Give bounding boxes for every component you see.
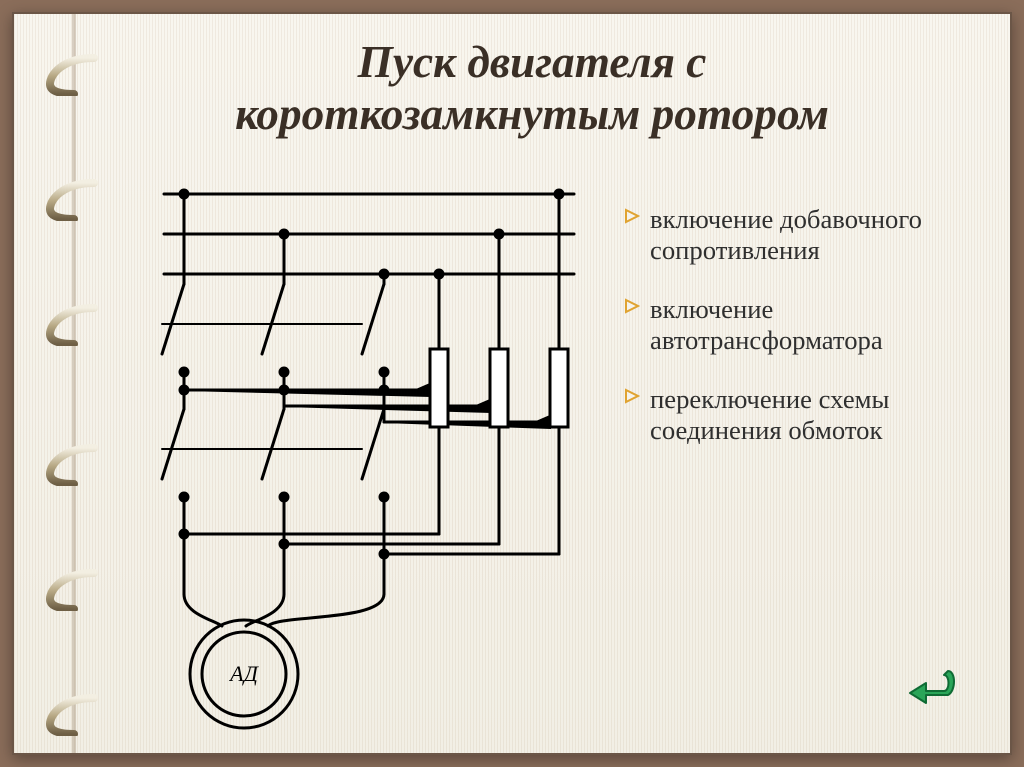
return-arrow-icon	[904, 657, 960, 713]
bullet-marker-icon	[624, 208, 640, 224]
slide-canvas: Пуск двигателя с короткозамкнутым роторо…	[12, 12, 1012, 755]
content-area: АД включение добавочного сопротивления в…	[104, 174, 970, 713]
slide-title: Пуск двигателя с короткозамкнутым роторо…	[94, 36, 970, 140]
back-button[interactable]	[904, 657, 960, 713]
circuit-diagram: АД	[104, 174, 594, 713]
motor-label: АД	[228, 661, 259, 686]
bullet-marker-icon	[624, 298, 640, 314]
list-item: включение добавочного сопротивления	[624, 204, 970, 266]
outer-frame: Пуск двигателя с короткозамкнутым роторо…	[0, 0, 1024, 767]
list-item: включение автотрансформатора	[624, 294, 970, 356]
schematic-svg: АД	[104, 174, 594, 734]
title-line-2: короткозамкнутым ротором	[235, 89, 829, 139]
notebook-binding	[72, 14, 76, 753]
bullet-list: включение добавочного сопротивления вклю…	[624, 174, 970, 713]
bullet-text: переключение схемы соединения обмоток	[650, 384, 970, 446]
bullet-text: включение добавочного сопротивления	[650, 204, 970, 266]
bullet-marker-icon	[624, 388, 640, 404]
title-line-1: Пуск двигателя с	[358, 37, 707, 87]
bullet-text: включение автотрансформатора	[650, 294, 970, 356]
list-item: переключение схемы соединения обмоток	[624, 384, 970, 446]
